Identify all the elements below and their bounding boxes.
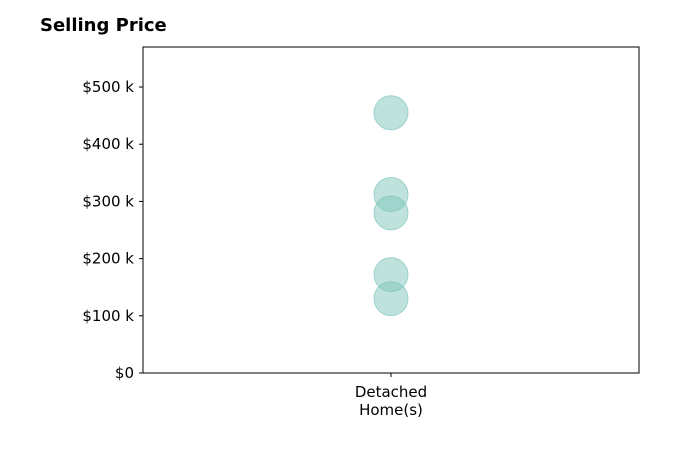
chart-title: Selling Price (40, 15, 167, 36)
y-tick-label: $200 k (82, 250, 134, 268)
y-tick-label: $400 k (82, 135, 134, 153)
x-tick-label: Detached (355, 383, 427, 401)
scatter-point (373, 281, 409, 317)
y-tick-label: $300 k (82, 192, 134, 210)
y-tick-label: $0 (115, 364, 134, 382)
y-tick-label: $500 k (82, 78, 134, 96)
y-tick-label: $100 k (82, 307, 134, 325)
scatter-point (373, 95, 409, 131)
scatter-point (373, 195, 409, 231)
y-axis: $0 $100 k $200 k $300 k $400 k $500 k (82, 78, 143, 382)
points-layer (373, 95, 409, 317)
x-tick-label: Home(s) (359, 401, 423, 419)
